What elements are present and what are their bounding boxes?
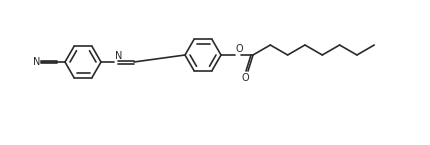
Text: N: N <box>115 51 123 61</box>
Text: N: N <box>33 57 40 67</box>
Text: O: O <box>236 44 244 54</box>
Text: O: O <box>241 73 249 83</box>
